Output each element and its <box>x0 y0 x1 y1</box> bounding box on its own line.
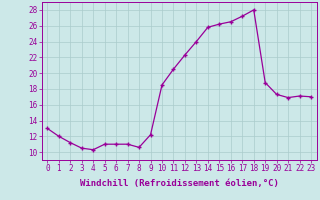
X-axis label: Windchill (Refroidissement éolien,°C): Windchill (Refroidissement éolien,°C) <box>80 179 279 188</box>
